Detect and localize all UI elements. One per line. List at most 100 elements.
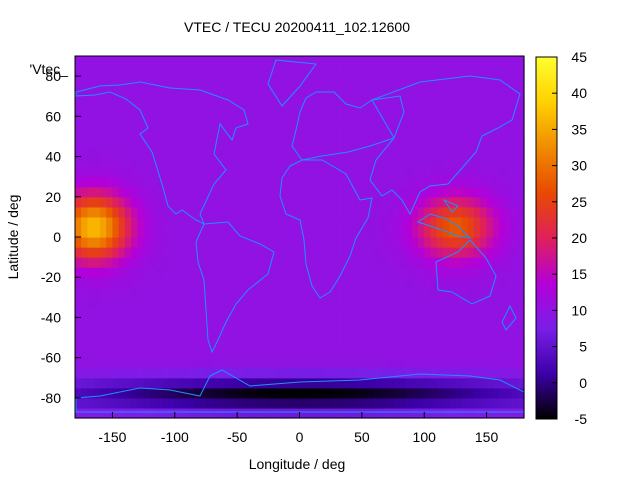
heatmap-cell xyxy=(512,126,519,137)
heatmap-cell xyxy=(162,56,169,67)
heatmap-cell xyxy=(387,86,394,97)
heatmap-cell xyxy=(187,358,194,369)
heatmap-cell xyxy=(237,398,244,409)
heatmap-cell xyxy=(212,237,219,248)
heatmap-cell xyxy=(505,277,512,288)
heatmap-cell xyxy=(250,217,257,228)
heatmap-cell xyxy=(181,398,188,409)
heatmap-cell xyxy=(437,338,444,349)
heatmap-cell xyxy=(156,317,163,328)
heatmap-cell xyxy=(262,317,269,328)
heatmap-cell xyxy=(75,167,82,178)
heatmap-cell xyxy=(94,277,101,288)
heatmap-cell xyxy=(418,358,425,369)
x-tick-label: 0 xyxy=(296,429,304,445)
heatmap-cell xyxy=(231,66,238,77)
heatmap-cell xyxy=(455,217,462,228)
heatmap-cell xyxy=(181,76,188,87)
heatmap-cell xyxy=(393,147,400,158)
heatmap-cell xyxy=(343,116,350,127)
heatmap-cell xyxy=(106,277,113,288)
heatmap-cell xyxy=(268,86,275,97)
heatmap-cell xyxy=(87,147,94,158)
heatmap-cell xyxy=(156,126,163,137)
heatmap-cell xyxy=(362,227,369,238)
heatmap-cell xyxy=(193,136,200,147)
heatmap-cell xyxy=(487,317,494,328)
heatmap-cell xyxy=(225,76,232,87)
heatmap-cell xyxy=(275,398,282,409)
heatmap-cell xyxy=(406,237,413,248)
heatmap-cell xyxy=(243,247,250,258)
heatmap-cell xyxy=(262,307,269,318)
heatmap-cell xyxy=(100,126,107,137)
heatmap-cell xyxy=(480,328,487,339)
heatmap-cell xyxy=(462,177,469,188)
heatmap-cell xyxy=(443,297,450,308)
heatmap-cell xyxy=(275,116,282,127)
heatmap-cell xyxy=(318,257,325,268)
heatmap-cell xyxy=(187,277,194,288)
heatmap-cell xyxy=(300,348,307,359)
heatmap-cell xyxy=(505,338,512,349)
heatmap-cell xyxy=(474,398,481,409)
heatmap-cell xyxy=(374,136,381,147)
heatmap-cell xyxy=(306,338,313,349)
heatmap-cell xyxy=(312,136,319,147)
heatmap-cell xyxy=(137,297,144,308)
heatmap-cell xyxy=(343,237,350,248)
heatmap-cell xyxy=(206,267,213,278)
heatmap-cell xyxy=(225,358,232,369)
heatmap-cell xyxy=(156,408,163,419)
heatmap-cell xyxy=(424,197,431,208)
heatmap-cell xyxy=(337,187,344,198)
heatmap-cell xyxy=(306,66,313,77)
heatmap-cell xyxy=(505,76,512,87)
heatmap-cell xyxy=(337,86,344,97)
heatmap-cell xyxy=(399,378,406,389)
heatmap-cell xyxy=(193,167,200,178)
heatmap-cell xyxy=(487,217,494,228)
heatmap-cell xyxy=(412,267,419,278)
heatmap-cell xyxy=(424,307,431,318)
heatmap-cell xyxy=(318,378,325,389)
heatmap-cell xyxy=(137,388,144,399)
heatmap-cell xyxy=(187,267,194,278)
heatmap-cell xyxy=(231,197,238,208)
heatmap-cell xyxy=(237,76,244,87)
heatmap-cell xyxy=(462,217,469,228)
heatmap-cell xyxy=(337,348,344,359)
heatmap-cell xyxy=(412,177,419,188)
heatmap-cell xyxy=(331,388,338,399)
heatmap-cell xyxy=(418,147,425,158)
heatmap-cell xyxy=(100,157,107,168)
heatmap-cell xyxy=(250,177,257,188)
heatmap-cell xyxy=(455,348,462,359)
heatmap-cell xyxy=(306,76,313,87)
heatmap-cell xyxy=(300,358,307,369)
heatmap-cell xyxy=(156,307,163,318)
heatmap-cell xyxy=(187,147,194,158)
heatmap-cell xyxy=(381,66,388,77)
heatmap-cell xyxy=(493,96,500,107)
heatmap-cell xyxy=(468,227,475,238)
heatmap-cell xyxy=(231,167,238,178)
heatmap-cell xyxy=(443,86,450,97)
heatmap-cell xyxy=(306,56,313,67)
heatmap-cell xyxy=(181,237,188,248)
heatmap-cell xyxy=(75,287,82,298)
heatmap-cell xyxy=(424,408,431,419)
heatmap-cell xyxy=(493,76,500,87)
heatmap-cell xyxy=(262,147,269,158)
heatmap-cell xyxy=(87,338,94,349)
heatmap-cell xyxy=(462,267,469,278)
heatmap-cell xyxy=(87,116,94,127)
heatmap-cell xyxy=(455,267,462,278)
heatmap-cell xyxy=(505,408,512,419)
heatmap-cell xyxy=(150,277,157,288)
heatmap-cell xyxy=(306,207,313,218)
heatmap-cell xyxy=(505,217,512,228)
heatmap-cell xyxy=(193,187,200,198)
heatmap-cell xyxy=(493,217,500,228)
heatmap-cell xyxy=(243,207,250,218)
